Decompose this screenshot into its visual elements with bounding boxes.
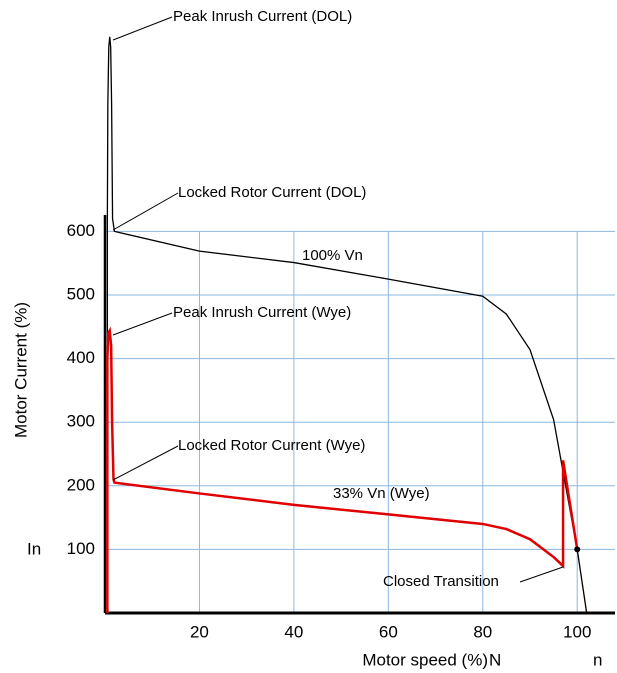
y-tick-label: 300 [67, 412, 95, 431]
x-tick-label: 80 [473, 622, 492, 641]
y-axis-label: Motor Current (%) [11, 302, 30, 438]
x-tick-label: 60 [379, 622, 398, 641]
annotation-line [519, 566, 564, 583]
annotation: N [489, 650, 501, 669]
annotation: Peak Inrush Current (Wye) [173, 304, 351, 321]
annotation-line [112, 312, 173, 336]
annotation-line [112, 16, 173, 41]
annotation: Closed Transition [383, 573, 499, 590]
annotation: Peak Inrush Current (DOL) [173, 8, 352, 25]
x-axis-label: Motor speed (%) [362, 650, 488, 669]
y-tick-label: 200 [67, 475, 95, 494]
annotation: Locked Rotor Current (DOL) [178, 184, 366, 201]
y-tick-label: 600 [67, 221, 95, 240]
y-tick-label: 500 [67, 284, 95, 303]
y-tick-label: 400 [67, 348, 95, 367]
x-tick-label: 20 [190, 622, 209, 641]
y-tick-label: 100 [67, 539, 95, 558]
series-label: 33% Vn (Wye) [333, 485, 430, 502]
x-tick-label: 40 [284, 622, 303, 641]
x-tick-label: 100 [563, 622, 591, 641]
annotation-line [112, 445, 179, 481]
annotation: n [593, 650, 602, 669]
annotation: In [27, 539, 41, 558]
marker-point [574, 546, 581, 553]
annotation-line [112, 192, 179, 231]
line-series [106, 326, 579, 613]
annotation: Locked Rotor Current (Wye) [178, 437, 365, 454]
line-series [106, 36, 588, 614]
series-label: 100% Vn [302, 247, 363, 264]
